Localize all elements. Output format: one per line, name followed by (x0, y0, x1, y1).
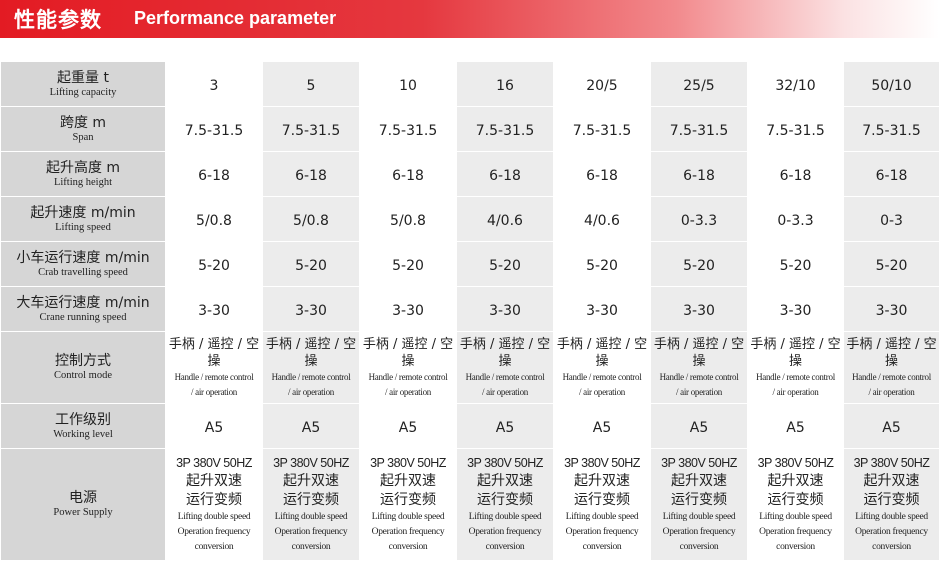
table-cell: 7.5-31.5 (843, 106, 939, 152)
section-title-en: Performance parameter (134, 8, 337, 28)
table-cell: 4/0.6 (456, 196, 554, 242)
table-cell: 手柄 / 遥控 / 空操 Handle / remote control / air… (843, 331, 939, 404)
table-row: 跨度 m Span 7.5-31.5 7.5-31.5 7.5-31.5 7.5… (0, 106, 939, 152)
table-cell: 5-20 (553, 241, 651, 287)
table-row: 起升速度 m/min Lifting speed 5/0.8 5/0.8 5/0… (0, 196, 939, 242)
table-cell: 7.5-31.5 (747, 106, 844, 152)
table-cell: 50/10 (843, 61, 939, 107)
table-cell: 25/5 (650, 61, 748, 107)
row-label: 控制方式 Control mode (0, 331, 166, 404)
table-cell: 3P 380V 50HZ 起升双速 运行变频 Lifting double speed… (262, 448, 360, 561)
table-cell: 3-30 (553, 286, 651, 332)
table-cell: 0-3.3 (650, 196, 748, 242)
table-cell: 3P 380V 50HZ 起升双速 运行变频 Lifting double speed… (456, 448, 554, 561)
table-cell: 3P 380V 50HZ 起升双速 运行变频 Lifting double speed… (553, 448, 651, 561)
table-cell: 6-18 (165, 151, 263, 197)
table-cell: 手柄 / 遥控 / 空操 Handle / remote control / air… (165, 331, 263, 404)
table-cell: 6-18 (262, 151, 360, 197)
table-cell: 32/10 (747, 61, 844, 107)
section-header: 性能参数 Performance parameter (0, 0, 939, 38)
table-cell: 7.5-31.5 (359, 106, 457, 152)
table-cell: 5/0.8 (359, 196, 457, 242)
table-cell: 7.5-31.5 (553, 106, 651, 152)
table-cell: 手柄 / 遥控 / 空操 Handle / remote control / air… (359, 331, 457, 404)
table-cell: 7.5-31.5 (650, 106, 748, 152)
table-cell: 10 (359, 61, 457, 107)
table-cell: 6-18 (843, 151, 939, 197)
table-cell: 手柄 / 遥控 / 空操 Handle / remote control / air… (262, 331, 360, 404)
table-row: 小车运行速度 m/min Crab travelling speed 5-20 … (0, 241, 939, 287)
table-cell: 3P 380V 50HZ 起升双速 运行变频 Lifting double speed… (747, 448, 844, 561)
table-cell: 3 (165, 61, 263, 107)
table-row: 大车运行速度 m/min Crane running speed 3-30 3-… (0, 286, 939, 332)
table-cell: 6-18 (456, 151, 554, 197)
table-cell: 7.5-31.5 (456, 106, 554, 152)
row-label: 起升高度 m Lifting height (0, 151, 166, 197)
table-cell: 3P 380V 50HZ 起升双速 运行变频 Lifting double speed… (650, 448, 748, 561)
table-cell: 5-20 (843, 241, 939, 287)
table-row: 起重量 t Lifting capacity 3 5 10 16 20/5 25… (0, 61, 939, 107)
row-label: 电源 Power Supply (0, 448, 166, 561)
table-cell: A5 (747, 403, 844, 449)
table-cell: 3-30 (650, 286, 748, 332)
table-cell: 7.5-31.5 (165, 106, 263, 152)
table-cell: A5 (359, 403, 457, 449)
table-cell: 3-30 (359, 286, 457, 332)
table-cell: 7.5-31.5 (262, 106, 360, 152)
table-cell: 5/0.8 (262, 196, 360, 242)
table-cell: 6-18 (553, 151, 651, 197)
table-cell: 5-20 (165, 241, 263, 287)
table-cell: 0-3 (843, 196, 939, 242)
table-cell: A5 (843, 403, 939, 449)
table-cell: A5 (262, 403, 360, 449)
table-cell: 手柄 / 遥控 / 空操 Handle / remote control / air… (747, 331, 844, 404)
table-cell: 手柄 / 遥控 / 空操 Handle / remote control / air… (553, 331, 651, 404)
row-label: 大车运行速度 m/min Crane running speed (0, 286, 166, 332)
row-label: 起升速度 m/min Lifting speed (0, 196, 166, 242)
table-cell: 5-20 (747, 241, 844, 287)
row-label: 工作级别 Working level (0, 403, 166, 449)
table-cell: 5-20 (262, 241, 360, 287)
performance-table: 起重量 t Lifting capacity 3 5 10 16 20/5 25… (0, 61, 939, 561)
table-cell: 0-3.3 (747, 196, 844, 242)
table-cell: A5 (456, 403, 554, 449)
table-cell: 3-30 (165, 286, 263, 332)
row-label: 小车运行速度 m/min Crab travelling speed (0, 241, 166, 287)
table-cell: 3-30 (262, 286, 360, 332)
table-cell: 5-20 (359, 241, 457, 287)
table-cell: A5 (165, 403, 263, 449)
section-title-zh: 性能参数 (14, 8, 102, 32)
table-cell: 16 (456, 61, 554, 107)
table-cell: 6-18 (650, 151, 748, 197)
table-cell: 3P 380V 50HZ 起升双速 运行变频 Lifting double speed… (359, 448, 457, 561)
table-cell: 3-30 (747, 286, 844, 332)
table-row: 起升高度 m Lifting height 6-18 6-18 6-18 6-1… (0, 151, 939, 197)
table-cell: 3P 380V 50HZ 起升双速 运行变频 Lifting double speed… (843, 448, 939, 561)
row-label: 起重量 t Lifting capacity (0, 61, 166, 107)
table-cell: A5 (553, 403, 651, 449)
table-cell: A5 (650, 403, 748, 449)
table-cell: 手柄 / 遥控 / 空操 Handle / remote control / air… (456, 331, 554, 404)
table-cell: 手柄 / 遥控 / 空操 Handle / remote control / air… (650, 331, 748, 404)
table-cell: 6-18 (747, 151, 844, 197)
table-cell: 3-30 (843, 286, 939, 332)
table-cell: 5 (262, 61, 360, 107)
table-cell: 3P 380V 50HZ 起升双速 运行变频 Lifting double speed… (165, 448, 263, 561)
table-cell: 20/5 (553, 61, 651, 107)
table-cell: 6-18 (359, 151, 457, 197)
table-row-power-supply: 电源 Power Supply 3P 380V 50HZ 起升双速 运行变频 Lift… (0, 448, 939, 561)
table-row-control: 控制方式 Control mode 手柄 / 遥控 / 空操 Handle / r… (0, 331, 939, 404)
row-label: 跨度 m Span (0, 106, 166, 152)
table-cell: 5-20 (650, 241, 748, 287)
table-cell: 4/0.6 (553, 196, 651, 242)
table-cell: 3-30 (456, 286, 554, 332)
table-row-working-level: 工作级别 Working level A5 A5 A5 A5 A5 A5 A5 … (0, 403, 939, 449)
table-cell: 5/0.8 (165, 196, 263, 242)
table-cell: 5-20 (456, 241, 554, 287)
